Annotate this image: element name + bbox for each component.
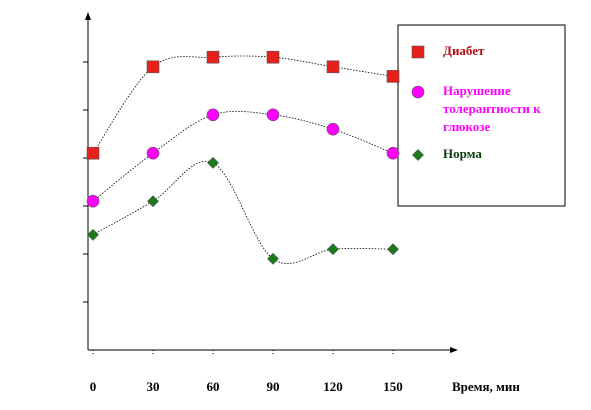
y-axis-arrow (85, 12, 91, 20)
marker-circle (266, 108, 280, 122)
x-tick-label: 0 (90, 379, 97, 394)
marker-square (146, 60, 160, 74)
marker-diamond (327, 243, 339, 256)
marker-square (266, 50, 280, 64)
marker-circle (386, 146, 400, 160)
legend-label: Диабет (443, 43, 485, 58)
marker-circle (326, 122, 340, 136)
x-axis-arrow (450, 347, 458, 353)
legend-box (397, 24, 566, 207)
x-tick-label: 120 (323, 379, 343, 394)
series-line (92, 110, 394, 202)
marker-square (86, 146, 100, 160)
legend-label-line: глюкозе (443, 119, 491, 134)
marker-square (326, 60, 340, 74)
series-line (92, 55, 394, 154)
marker-square (411, 45, 425, 59)
x-axis-label: Время, мин (452, 379, 520, 394)
marker-diamond (412, 149, 424, 161)
legend-label: Нарушение толерантности к глюкозе (443, 83, 541, 134)
x-tick-label: 30 (147, 379, 160, 394)
marker-diamond (207, 156, 219, 169)
marker-square (386, 70, 400, 83)
x-tick-label: 150 (383, 379, 403, 394)
legend-label-line: толерантности к (443, 101, 541, 116)
marker-diamond (267, 252, 279, 265)
marker-diamond (87, 228, 99, 241)
marker-diamond (147, 195, 159, 208)
marker-circle (86, 194, 100, 208)
marker-diamond (387, 243, 399, 256)
legend-label-line: Нарушение (443, 83, 511, 98)
marker-circle (146, 146, 160, 160)
x-tick-label: 60 (207, 379, 220, 394)
marker-square (206, 50, 220, 64)
x-tick-label: 90 (267, 379, 280, 394)
legend-label: Норма (443, 146, 482, 161)
series-line (92, 160, 394, 264)
marker-circle (411, 85, 425, 99)
marker-circle (206, 108, 220, 122)
